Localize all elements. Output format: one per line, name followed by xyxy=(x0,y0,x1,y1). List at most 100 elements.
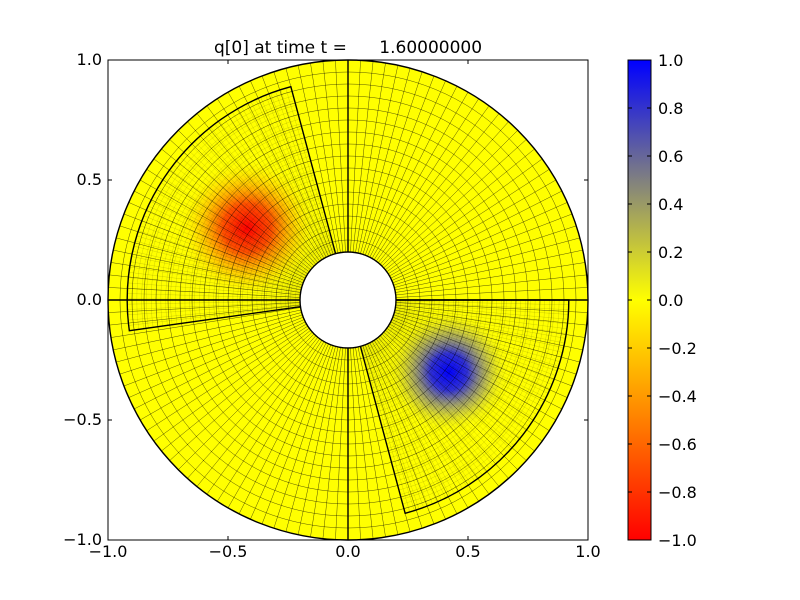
mesh-spoke xyxy=(187,335,317,479)
mesh-spoke xyxy=(110,307,301,338)
mesh-spoke xyxy=(364,344,435,525)
refined-spoke xyxy=(152,196,306,278)
refined-patch-outline xyxy=(359,299,570,515)
refined-spoke xyxy=(206,130,318,264)
refined-spoke xyxy=(395,304,568,320)
refined-spoke xyxy=(385,329,521,439)
refined-spoke xyxy=(392,318,553,385)
refined-ring xyxy=(223,179,316,318)
refined-spoke xyxy=(395,303,569,315)
mesh-spoke xyxy=(146,325,308,431)
mesh-spoke xyxy=(310,62,341,253)
refined-spoke xyxy=(150,201,306,279)
refined-ring xyxy=(374,299,449,398)
refined-spoke xyxy=(394,313,561,362)
refined-ring xyxy=(170,128,303,325)
mesh-spoke xyxy=(116,312,302,363)
mesh-spoke xyxy=(379,335,509,479)
mesh-spoke xyxy=(161,148,311,270)
refined-spoke xyxy=(241,106,325,259)
refined-ring xyxy=(208,165,313,320)
refined-ring xyxy=(232,188,319,317)
refined-spoke xyxy=(377,337,487,473)
y-axis-ticks: −1.0 −0.5 0.0 0.5 1.0 xyxy=(63,50,588,549)
refined-spoke xyxy=(395,301,569,310)
x-tick-label: 0.0 xyxy=(335,542,360,561)
mesh-spoke xyxy=(388,325,550,431)
refined-spoke xyxy=(158,187,307,276)
x-tick-label: −0.5 xyxy=(209,542,248,561)
mesh-spoke xyxy=(110,262,301,293)
refined-spoke xyxy=(388,324,537,415)
refined-spoke xyxy=(163,178,309,274)
mesh-spoke xyxy=(217,98,323,260)
mesh-spoke xyxy=(123,316,304,387)
refined-ring xyxy=(179,137,305,324)
colorbar-tick-label: 0.0 xyxy=(658,291,683,310)
mesh-spoke xyxy=(389,179,556,277)
refined-spoke xyxy=(393,316,556,376)
refined-ring xyxy=(213,170,314,319)
y-tick-label: −0.5 xyxy=(63,410,102,429)
mesh-spoke xyxy=(161,330,311,452)
mesh-spoke xyxy=(250,343,329,520)
mesh-spoke xyxy=(335,347,346,540)
refined-spoke xyxy=(223,117,322,261)
refined-spoke xyxy=(362,345,415,511)
mesh-spoke xyxy=(394,309,583,351)
refined-spoke xyxy=(227,114,322,260)
refined-ring xyxy=(199,156,310,321)
refined-ring xyxy=(391,299,517,463)
mesh-spoke xyxy=(119,314,303,375)
colorbar-tick-label: 1.0 xyxy=(658,51,683,70)
refined-spoke xyxy=(186,148,314,268)
refined-ring xyxy=(227,183,317,317)
refined-ring xyxy=(397,299,541,486)
mesh-spoke xyxy=(394,249,583,291)
refined-ring xyxy=(237,193,320,316)
refined-spoke xyxy=(194,141,315,266)
refined-spoke xyxy=(160,182,308,275)
mesh-spoke xyxy=(285,346,336,532)
refined-spoke xyxy=(176,160,311,270)
refined-spoke xyxy=(236,109,324,259)
mesh-spoke xyxy=(196,337,318,487)
refined-spoke xyxy=(128,305,301,326)
mesh-spoke xyxy=(381,130,518,267)
mesh-spoke xyxy=(134,190,306,279)
refined-spoke xyxy=(371,341,459,492)
mesh-spoke xyxy=(395,302,588,313)
refined-spoke xyxy=(394,312,562,358)
mesh-spoke xyxy=(371,92,469,259)
refined-ring xyxy=(146,105,296,329)
mesh-spoke xyxy=(140,323,307,421)
refined-ring xyxy=(398,299,545,491)
mesh-spoke xyxy=(322,61,344,253)
refined-spoke xyxy=(141,220,304,283)
mesh-spoke xyxy=(383,139,527,269)
refined-spoke xyxy=(372,340,463,489)
mesh-spoke xyxy=(119,225,303,286)
refined-ring xyxy=(155,114,299,327)
refined-ring xyxy=(371,299,440,389)
refined-spoke xyxy=(381,333,505,457)
mesh-spoke xyxy=(395,274,587,296)
refined-ring xyxy=(393,299,526,472)
y-tick-label: −1.0 xyxy=(63,530,102,549)
mesh-spoke xyxy=(238,342,327,514)
mesh-spoke xyxy=(140,179,307,277)
refined-spoke xyxy=(366,344,433,505)
x-tick-label: 1.0 xyxy=(575,542,600,561)
mesh-spoke xyxy=(392,316,573,387)
refined-spoke xyxy=(143,215,304,282)
refined-spoke xyxy=(130,261,301,292)
mesh-spoke xyxy=(238,86,327,258)
mesh-spoke xyxy=(355,62,386,253)
colorbar-tick-label: −1.0 xyxy=(658,531,697,550)
refined-spoke xyxy=(382,333,508,453)
mesh-spoke xyxy=(153,158,310,272)
refined-ring xyxy=(395,299,531,477)
refined-ring xyxy=(403,299,565,509)
mesh-spoke xyxy=(357,346,399,535)
